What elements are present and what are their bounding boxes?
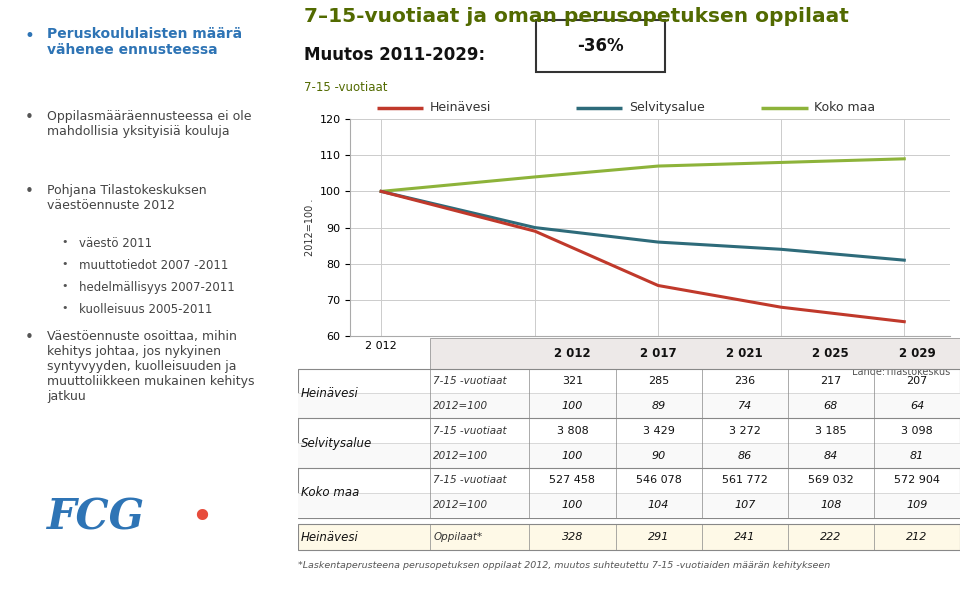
Text: 89: 89 [652,401,665,411]
Text: 3 185: 3 185 [815,425,847,436]
Text: väestö 2011: väestö 2011 [79,237,153,250]
Text: Lähde:Tilastokeskus: Lähde:Tilastokeskus [852,367,950,377]
Text: 285: 285 [648,376,669,386]
Text: Väestöennuste osoittaa, mihin
kehitys johtaa, jos nykyinen
syntyvyyden, kuolleis: Väestöennuste osoittaa, mihin kehitys jo… [47,330,254,403]
Text: 321: 321 [562,376,583,386]
Text: 3 098: 3 098 [901,425,933,436]
Text: -36%: -36% [577,37,624,55]
Text: 3 272: 3 272 [729,425,760,436]
Text: 2 025: 2 025 [812,347,850,360]
Text: 527 458: 527 458 [549,475,595,486]
Bar [430,339,960,368]
Text: 100: 100 [562,500,583,511]
Text: 2 017: 2 017 [640,347,677,360]
Text: Muutos 2011-2029:: Muutos 2011-2029: [304,46,486,64]
Text: 2 029: 2 029 [899,347,935,360]
Text: •: • [61,303,67,313]
Text: Koko maa: Koko maa [814,101,876,114]
Text: 217: 217 [820,376,842,386]
Text: 81: 81 [910,450,924,461]
Text: 241: 241 [734,533,756,543]
Text: Peruskoululaisten määrä
vähenee ennusteessa: Peruskoululaisten määrä vähenee ennustee… [47,27,242,57]
Text: FCG: FCG [47,496,145,538]
Text: Heinävesi: Heinävesi [430,101,492,114]
Text: 86: 86 [737,450,752,461]
Text: 572 904: 572 904 [894,475,940,486]
Text: 2012=100: 2012=100 [433,401,489,411]
Text: •: • [25,110,34,125]
Bar [298,368,960,518]
Text: 100: 100 [562,401,583,411]
Text: 68: 68 [824,401,838,411]
Text: 2012=100: 2012=100 [433,450,489,461]
Text: Heinävesi: Heinävesi [300,387,359,400]
Text: 7-15 -vuotiaat: 7-15 -vuotiaat [433,376,507,386]
Text: 84: 84 [824,450,838,461]
Text: 222: 222 [820,533,842,543]
Bar [298,493,960,518]
Text: Oppilasmääräennusteessa ei ole
mahdollisia yksityisiä kouluja: Oppilasmääräennusteessa ei ole mahdollis… [47,110,252,138]
Text: 2012=100: 2012=100 [433,500,489,511]
Text: 569 032: 569 032 [808,475,853,486]
Text: 291: 291 [648,533,669,543]
Text: kuolleisuus 2005-2011: kuolleisuus 2005-2011 [79,303,212,316]
Text: 561 772: 561 772 [722,475,768,486]
Text: 64: 64 [910,401,924,411]
FancyBboxPatch shape [536,20,665,71]
Text: 2 012: 2 012 [554,347,590,360]
Text: Koko maa: Koko maa [300,486,359,499]
Text: Selvitysalue: Selvitysalue [629,101,705,114]
Text: •: • [25,330,34,345]
Y-axis label: 2012=100 .: 2012=100 . [305,199,316,256]
Text: 207: 207 [906,376,927,386]
Text: 2 021: 2 021 [727,347,763,360]
Text: 7–15-vuotiaat ja oman perusopetuksen oppilaat: 7–15-vuotiaat ja oman perusopetuksen opp… [304,7,849,26]
Text: 104: 104 [648,500,669,511]
Text: 74: 74 [737,401,752,411]
Text: 3 808: 3 808 [557,425,588,436]
Text: Heinävesi: Heinävesi [300,531,359,544]
Text: •: • [24,27,35,45]
Bar [298,524,960,550]
Text: 108: 108 [820,500,842,511]
Text: 90: 90 [652,450,665,461]
Text: •: • [61,259,67,269]
Text: 7-15 -vuotiaat: 7-15 -vuotiaat [433,475,507,486]
Text: *Laskentaperusteena perusopetuksen oppilaat 2012, muutos suhteutettu 7-15 -vuoti: *Laskentaperusteena perusopetuksen oppil… [298,561,829,570]
Text: Oppilaat*: Oppilaat* [433,533,483,543]
Text: •: • [61,281,67,291]
Text: 212: 212 [906,533,927,543]
Text: 3 429: 3 429 [642,425,675,436]
Text: 109: 109 [906,500,927,511]
Text: •: • [25,184,34,199]
Text: muuttotiedot 2007 -2011: muuttotiedot 2007 -2011 [79,259,228,272]
Text: 100: 100 [562,450,583,461]
Text: 236: 236 [734,376,756,386]
Text: 107: 107 [734,500,756,511]
Bar [298,393,960,418]
Text: hedelmällisyys 2007-2011: hedelmällisyys 2007-2011 [79,281,235,294]
Bar [298,443,960,468]
Text: 7-15 -vuotiaat: 7-15 -vuotiaat [304,81,388,94]
Text: Pohjana Tilastokeskuksen
väestöennuste 2012: Pohjana Tilastokeskuksen väestöennuste 2… [47,184,206,212]
Text: •: • [61,237,67,247]
Text: 546 078: 546 078 [636,475,682,486]
Text: 7-15 -vuotiaat: 7-15 -vuotiaat [433,425,507,436]
Text: 328: 328 [562,533,583,543]
Text: •: • [190,499,213,537]
Text: Selvitysalue: Selvitysalue [300,437,372,450]
